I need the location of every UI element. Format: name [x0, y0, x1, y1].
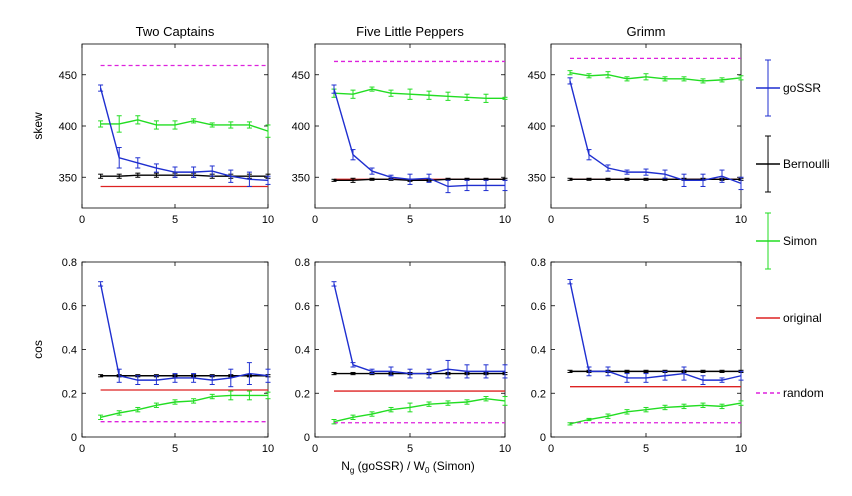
y-tick-label: 0.8: [295, 257, 310, 269]
series-gossr: [98, 84, 271, 187]
y-tick-label: 0.8: [62, 257, 77, 269]
y-tick-label: 0.4: [62, 345, 77, 357]
x-tick-label: 10: [735, 214, 747, 226]
x-tick-label: 10: [735, 443, 747, 455]
series-gossr: [567, 77, 744, 191]
subplot-3: 0 5 10 350 400 450 Grimm: [528, 24, 747, 226]
subplot-title: Five Little Peppers: [356, 24, 464, 39]
legend-label: random: [783, 386, 824, 400]
series-simon: [331, 86, 508, 103]
y-axis-label: skew: [31, 112, 45, 140]
series-line-bernoulli: [334, 178, 505, 182]
y-tick-label: 0.8: [531, 257, 546, 269]
x-tick-label: 5: [407, 214, 413, 226]
legend-label: Simon: [783, 234, 817, 248]
series-line-gossr: [99, 283, 269, 381]
x-tick-label: 0: [312, 443, 318, 455]
x-tick-label: 0: [79, 214, 85, 226]
legend-item-bernoulli: Bernoulli: [756, 135, 830, 193]
x-tick-label: 10: [262, 214, 274, 226]
subplot-1: 0 5 10 350 400 450 Two Captains skew: [31, 24, 274, 226]
legend-item-simon: Simon: [756, 212, 817, 270]
series-line-gossr: [333, 283, 505, 375]
y-tick-label: 450: [59, 70, 77, 82]
series-line-gossr: [569, 281, 742, 381]
y-tick-label: 400: [528, 121, 546, 133]
plot-area: [81, 261, 269, 438]
x-tick-label: 5: [172, 443, 178, 455]
series-line-gossr: [99, 87, 269, 182]
y-tick-label: 0.2: [295, 388, 310, 400]
y-axis-label: cos: [31, 340, 45, 359]
y-tick-label: 450: [528, 70, 546, 82]
x-tick-label: 10: [499, 214, 511, 226]
x-tick-label: 0: [548, 214, 554, 226]
y-tick-label: 0: [304, 432, 310, 444]
y-tick-label: 0.4: [295, 345, 310, 357]
y-tick-label: 0.6: [62, 301, 77, 313]
y-tick-label: 350: [292, 172, 310, 184]
series-line-simon: [569, 72, 742, 82]
subplot-4: 0 5 10 0 0.2 0.4 0.6 0.8 cos: [31, 257, 274, 455]
series-simon: [567, 70, 744, 84]
y-tick-label: 0.6: [531, 301, 546, 313]
series-line-simon: [100, 394, 268, 418]
series-simon: [331, 396, 508, 425]
x-tick-label: 5: [407, 443, 413, 455]
series-line-simon: [569, 402, 742, 425]
x-tick-label: 5: [643, 443, 649, 455]
series-line-simon: [333, 88, 505, 100]
x-tick-label: 0: [79, 443, 85, 455]
y-tick-label: 0.2: [531, 388, 546, 400]
x-tick-label: 0: [312, 214, 318, 226]
series-gossr: [331, 84, 508, 194]
x-tick-label: 10: [262, 443, 274, 455]
subplot-grid: 0 5 10 350 400 450 Two Captains skew 0 5 10 350 400 4…: [31, 24, 747, 455]
y-tick-label: 0: [71, 432, 77, 444]
subplot-2: 0 5 10 350 400 450 Five Little Peppers: [292, 24, 511, 226]
subplot-title: Two Captains: [136, 24, 215, 39]
legend-label: goSSR: [783, 81, 821, 95]
series-simon: [98, 390, 271, 420]
y-tick-label: 0.2: [62, 388, 77, 400]
y-tick-label: 0: [540, 432, 546, 444]
y-tick-label: 450: [292, 70, 310, 82]
y-tick-label: 350: [59, 172, 77, 184]
series-line-gossr: [333, 88, 505, 188]
shared-x-axis-label: Ng (goSSR) / W0 (Simon): [341, 459, 475, 475]
plot-area: [550, 43, 742, 209]
x-tick-label: 5: [643, 214, 649, 226]
legend-label: original: [783, 311, 822, 325]
series-gossr: [98, 281, 271, 388]
x-tick-label: 0: [548, 443, 554, 455]
legend-item-original: original: [756, 311, 822, 325]
y-tick-label: 0.4: [531, 345, 546, 357]
y-tick-label: 400: [292, 121, 310, 133]
subplot-5: 0 5 10 0 0.2 0.4 0.6 0.8: [295, 257, 511, 455]
series-line-gossr: [569, 80, 742, 185]
legend-item-gossr: goSSR: [756, 59, 821, 117]
subplot-6: 0 5 10 0 0.2 0.4 0.6 0.8: [531, 257, 747, 455]
legend-item-random: random: [756, 386, 824, 400]
series-gossr: [331, 281, 508, 379]
subplot-title: Grimm: [627, 24, 666, 39]
series-simon: [567, 400, 744, 426]
series-gossr: [567, 279, 744, 385]
series-line-simon: [100, 119, 269, 132]
y-tick-label: 0.6: [295, 301, 310, 313]
x-tick-label: 10: [499, 443, 511, 455]
legend: goSSR Bernoulli Simon original random: [756, 59, 830, 400]
legend-label: Bernoulli: [783, 157, 830, 171]
y-tick-label: 400: [59, 121, 77, 133]
series-line-simon: [333, 398, 506, 423]
y-tick-label: 350: [528, 172, 546, 184]
series-line-bernoulli: [100, 174, 268, 177]
series-simon: [98, 115, 271, 138]
x-tick-label: 5: [172, 214, 178, 226]
